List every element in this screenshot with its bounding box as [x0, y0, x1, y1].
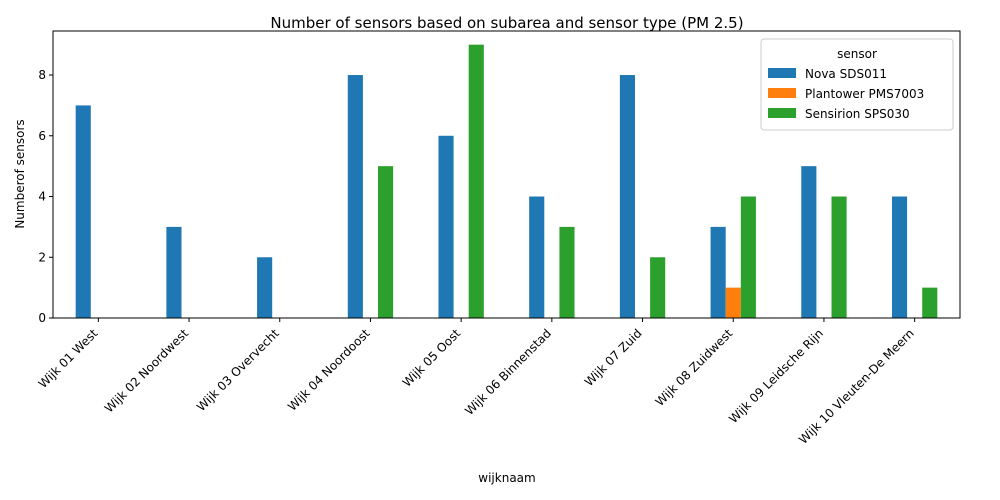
y-tick-label: 8	[38, 68, 46, 82]
legend-label: Nova SDS011	[805, 67, 887, 81]
bar	[650, 257, 666, 318]
x-axis-label: wijknaam	[478, 471, 535, 485]
bar	[710, 226, 726, 318]
bar	[801, 166, 817, 318]
bar	[529, 196, 545, 318]
chart-title: Number of sensors based on subarea and s…	[270, 14, 743, 32]
bar	[559, 226, 575, 318]
bar	[891, 196, 908, 318]
x-tick-label: Wijk 09 Leidsche Rijn	[726, 326, 826, 426]
bar	[75, 105, 91, 318]
legend: sensor Nova SDS011 Plantower PMS7003 Sensi…	[760, 38, 954, 131]
bar	[438, 135, 454, 318]
bar	[619, 75, 635, 318]
bar	[378, 166, 394, 318]
bar	[468, 44, 484, 319]
legend-title: sensor	[837, 47, 877, 61]
y-tick-label: 0	[38, 311, 46, 325]
legend-swatch	[768, 68, 796, 78]
bar	[725, 287, 741, 318]
bar	[166, 226, 182, 318]
legend-frame	[760, 38, 954, 131]
legend-swatch	[768, 88, 796, 98]
bar	[922, 287, 938, 318]
x-tick-label: Wijk 04 Noordoost	[285, 326, 373, 414]
plot-frame	[52, 30, 961, 319]
y-axis-label: Numberof sensors	[13, 119, 27, 228]
x-tick-label: Wijk 07 Zuid	[582, 326, 645, 389]
x-tick-label: Wijk 05 Oost	[400, 326, 464, 390]
x-tick-label: Wijk 03 Overvecht	[194, 326, 282, 414]
y-tick-label: 6	[38, 129, 46, 143]
bar	[740, 196, 756, 318]
y-tick-label: 4	[38, 190, 46, 204]
bar	[831, 196, 847, 318]
x-tick-label: Wijk 02 Noordwest	[102, 326, 191, 415]
x-tick-label: Wijk 06 Binnenstad	[462, 326, 554, 418]
legend-label: Plantower PMS7003	[805, 87, 924, 101]
bar	[347, 75, 363, 318]
bar	[257, 257, 273, 318]
legend-swatch	[768, 108, 796, 118]
legend-label: Sensirion SPS030	[805, 107, 910, 121]
y-tick-label: 2	[38, 250, 46, 264]
x-tick-label: Wijk 08 Zuidwest	[653, 326, 736, 409]
x-tick-label: Wijk 01 West	[36, 326, 101, 391]
